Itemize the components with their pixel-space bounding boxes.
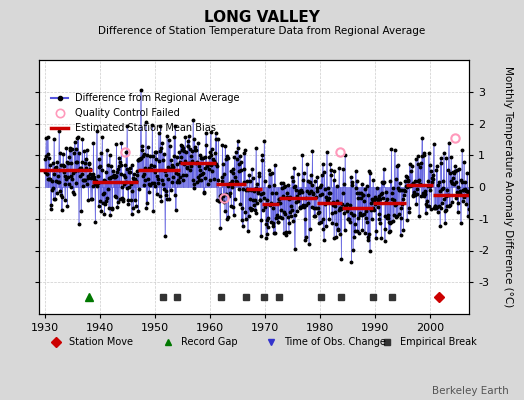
Text: Estimated Station Mean Bias: Estimated Station Mean Bias xyxy=(74,123,215,133)
Text: LONG VALLEY: LONG VALLEY xyxy=(204,10,320,25)
Y-axis label: Monthly Temperature Anomaly Difference (°C): Monthly Temperature Anomaly Difference (… xyxy=(503,66,513,308)
Text: Record Gap: Record Gap xyxy=(181,338,238,347)
Text: Difference of Station Temperature Data from Regional Average: Difference of Station Temperature Data f… xyxy=(99,26,425,36)
Text: Station Move: Station Move xyxy=(69,338,134,347)
Text: Quality Control Failed: Quality Control Failed xyxy=(74,108,179,118)
Text: Berkeley Earth: Berkeley Earth xyxy=(432,386,508,396)
Text: Time of Obs. Change: Time of Obs. Change xyxy=(284,338,386,347)
Text: Difference from Regional Average: Difference from Regional Average xyxy=(74,93,239,103)
Text: Empirical Break: Empirical Break xyxy=(400,338,477,347)
